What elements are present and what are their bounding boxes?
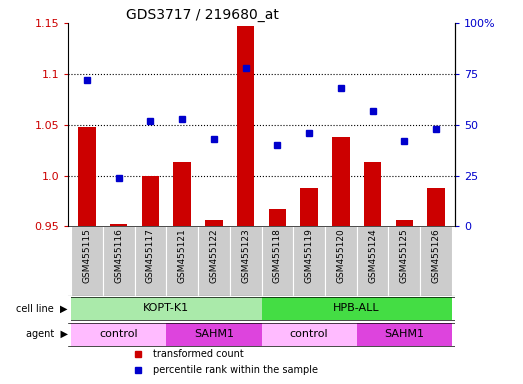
Text: GSM455119: GSM455119 [304, 228, 314, 283]
Text: agent  ▶: agent ▶ [26, 329, 67, 339]
Bar [142, 175, 159, 384]
Text: HPB-ALL: HPB-ALL [333, 303, 380, 313]
Bar [205, 220, 223, 384]
Text: control: control [99, 329, 138, 339]
Text: GSM455124: GSM455124 [368, 228, 377, 283]
Bar [364, 162, 381, 384]
Text: GSM455122: GSM455122 [209, 228, 219, 283]
Text: GSM455115: GSM455115 [83, 228, 92, 283]
Bar [166, 227, 198, 296]
Text: KOPT-K1: KOPT-K1 [143, 303, 189, 313]
Bar [71, 323, 166, 346]
Bar [78, 127, 96, 384]
Bar [166, 323, 262, 346]
Text: GSM455123: GSM455123 [241, 228, 250, 283]
Text: GSM455126: GSM455126 [431, 228, 440, 283]
Text: percentile rank within the sample: percentile rank within the sample [153, 365, 318, 375]
Bar [395, 220, 413, 384]
Text: GSM455121: GSM455121 [178, 228, 187, 283]
Bar [71, 227, 103, 296]
Bar [325, 227, 357, 296]
Bar [293, 227, 325, 296]
Text: cell line  ▶: cell line ▶ [16, 303, 67, 313]
Bar [68, 296, 71, 322]
Bar [332, 137, 349, 384]
Bar [110, 225, 128, 384]
Text: transformed count: transformed count [153, 349, 244, 359]
Bar [389, 227, 420, 296]
Bar [103, 227, 134, 296]
Bar [357, 227, 389, 296]
Bar [174, 162, 191, 384]
Bar [357, 323, 452, 346]
Text: GSM455118: GSM455118 [273, 228, 282, 283]
Bar [262, 227, 293, 296]
Bar [230, 227, 262, 296]
Bar [269, 209, 286, 384]
Bar [262, 297, 452, 321]
Bar [198, 227, 230, 296]
Bar [237, 26, 254, 384]
Text: GSM455120: GSM455120 [336, 228, 345, 283]
Text: control: control [290, 329, 328, 339]
Bar [420, 227, 452, 296]
Text: SAHM1: SAHM1 [194, 329, 234, 339]
Text: GSM455117: GSM455117 [146, 228, 155, 283]
Bar [300, 188, 318, 384]
Text: SAHM1: SAHM1 [384, 329, 424, 339]
Text: GSM455116: GSM455116 [114, 228, 123, 283]
Bar [427, 188, 445, 384]
Text: GDS3717 / 219680_at: GDS3717 / 219680_at [126, 8, 279, 22]
Bar [71, 297, 262, 321]
Text: GSM455125: GSM455125 [400, 228, 409, 283]
Bar [262, 323, 357, 346]
Bar [134, 227, 166, 296]
